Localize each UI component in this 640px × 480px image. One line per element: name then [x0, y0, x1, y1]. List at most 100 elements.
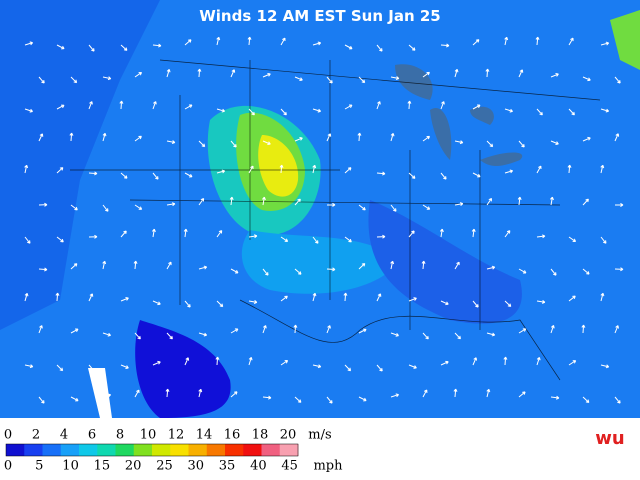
color-swatch — [79, 444, 98, 456]
wind-arrow — [422, 135, 430, 142]
ms-tick-label: 6 — [88, 428, 96, 443]
wind-arrow — [166, 332, 173, 340]
color-swatch — [206, 444, 226, 456]
wind-arrow — [454, 261, 460, 270]
wind-arrow — [485, 68, 490, 78]
wind-arrow — [152, 172, 159, 180]
wind-arrow — [262, 395, 272, 400]
wind-arrow — [88, 44, 95, 52]
wind-arrow — [600, 108, 610, 113]
wind-arrow — [390, 76, 400, 81]
wind-arrow — [230, 69, 236, 78]
wind-arrow — [24, 364, 34, 369]
wind-arrow — [38, 133, 44, 142]
wind-arrow — [344, 236, 352, 243]
color-swatch — [279, 444, 299, 456]
color-swatch — [6, 444, 25, 456]
wind-arrow — [326, 202, 336, 207]
wind-arrow — [408, 172, 416, 179]
mph-tick-label: 45 — [281, 459, 298, 474]
wind-arrow — [454, 202, 464, 206]
wind-arrow — [440, 172, 447, 180]
wind-arrow — [504, 108, 513, 113]
wind-arrow — [376, 364, 383, 372]
wind-arrow — [230, 391, 238, 398]
wind-arrow — [600, 236, 607, 244]
mph-tick-label: 25 — [156, 459, 173, 474]
wind-arrow — [504, 230, 511, 238]
wind-arrow — [184, 39, 192, 46]
wind-arrow — [102, 132, 107, 142]
wind-arrow — [38, 396, 45, 404]
wind-arrow — [421, 260, 426, 270]
wind-arrow — [504, 300, 512, 308]
wind-arrow — [486, 197, 493, 206]
legend: 0 2 4 6 8 10 12 14 16 18 20 0 5 10 15 20 25 30 35 40 45 m/s mp… — [4, 428, 343, 474]
wind-arrow — [280, 360, 289, 366]
wind-arrow — [120, 172, 128, 179]
ms-tick-label: 8 — [116, 428, 124, 443]
wind-arrow — [88, 171, 98, 176]
wind-arrow — [280, 108, 287, 116]
wind-arrow — [422, 332, 429, 340]
wind-arrow — [582, 136, 591, 142]
strongest-wind-area — [258, 135, 299, 197]
ms-tick-label: 16 — [224, 428, 241, 443]
color-swatch — [115, 444, 135, 456]
ms-tick-label: 4 — [60, 428, 68, 443]
color-swatch — [42, 444, 62, 456]
wind-arrow — [326, 76, 333, 84]
mph-unit: mph — [313, 459, 343, 474]
wind-arrow — [582, 396, 590, 403]
wind-arrow — [440, 43, 450, 48]
wind-arrow — [312, 364, 322, 369]
ms-unit: m/s — [308, 428, 331, 443]
wind-arrow — [120, 297, 129, 302]
wind-arrow — [248, 234, 258, 239]
wind-arrow — [376, 293, 382, 302]
wind-arrow — [55, 292, 60, 302]
wind-arrow — [358, 328, 367, 334]
wind-arrow — [453, 388, 458, 398]
wind-arrow — [38, 267, 48, 272]
wind-arrow — [504, 169, 514, 174]
wind-arrow — [440, 300, 449, 306]
wind-arrow — [582, 198, 589, 206]
wind-arrow — [471, 228, 476, 238]
color-swatch — [152, 444, 171, 456]
wind-arrow — [344, 167, 352, 174]
state-borders — [70, 59, 601, 381]
wind-arrow — [390, 393, 399, 398]
wind-arrow — [102, 260, 107, 270]
wind-arrow — [70, 204, 78, 211]
wind-arrow — [134, 71, 143, 78]
coastal-wind-area — [610, 10, 640, 70]
wind-arrow — [536, 108, 543, 116]
wind-arrow — [600, 164, 605, 174]
wind-arrow — [151, 228, 156, 238]
wind-arrow — [24, 164, 29, 174]
wind-arrow — [102, 204, 109, 212]
wind-arrow — [197, 68, 202, 78]
color-swatch — [261, 444, 281, 456]
color-swatch — [188, 444, 208, 456]
wind-arrow — [230, 140, 237, 148]
wind-arrow — [216, 230, 223, 238]
wind-arrow — [486, 388, 491, 398]
wind-arrow — [536, 234, 546, 239]
wind-arrow — [88, 364, 95, 372]
wind-arrow — [248, 356, 253, 366]
wind-arrow — [312, 41, 322, 46]
wind-arrow — [568, 108, 575, 116]
low-wind-area — [135, 320, 231, 418]
wind-arrow — [198, 198, 205, 206]
wind-arrow — [56, 44, 65, 50]
wind-arrow — [56, 104, 65, 110]
wind-arrow — [390, 204, 397, 212]
wind-arrow — [344, 104, 353, 110]
wind-arrow — [517, 196, 522, 206]
wind-arrow — [70, 396, 79, 402]
wind-arrow — [69, 132, 74, 142]
wind-arrow — [614, 325, 619, 334]
color-swatch — [170, 444, 189, 456]
